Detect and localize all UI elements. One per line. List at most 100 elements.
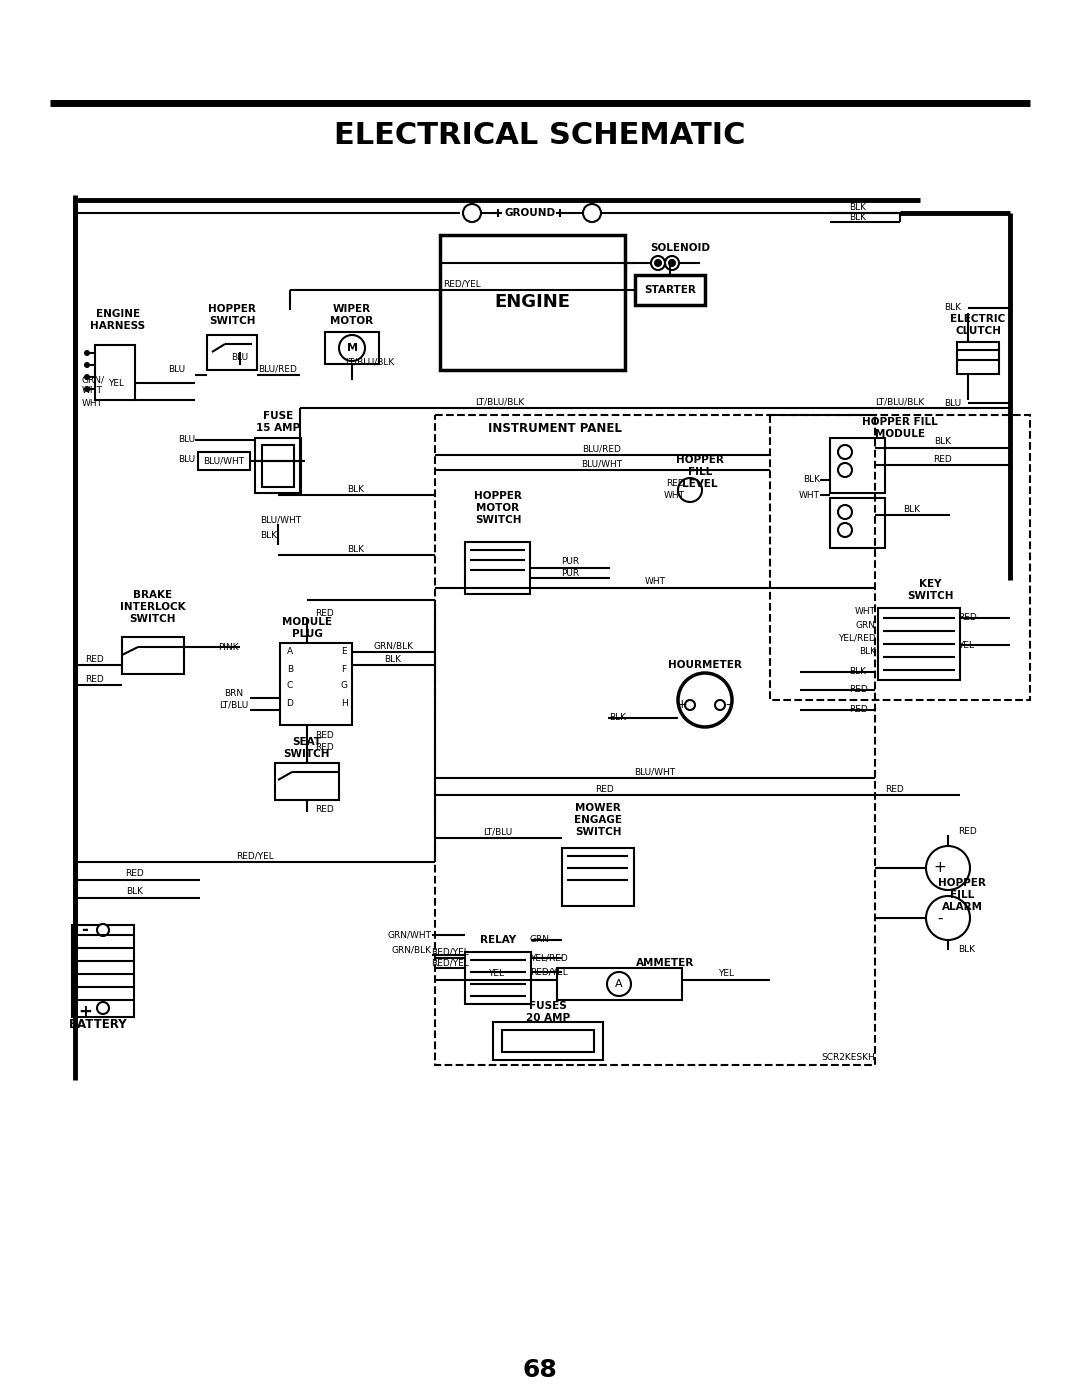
Text: -: - xyxy=(726,698,730,711)
Bar xyxy=(440,235,625,370)
Text: RED: RED xyxy=(885,785,904,793)
Text: YEL/RED: YEL/RED xyxy=(530,954,568,963)
Bar xyxy=(325,332,379,365)
Text: LT/BLU/BLK: LT/BLU/BLK xyxy=(876,398,924,407)
Text: RELAY: RELAY xyxy=(480,935,516,944)
Circle shape xyxy=(678,478,702,502)
Circle shape xyxy=(838,522,852,536)
Circle shape xyxy=(654,260,661,265)
Bar xyxy=(770,415,1030,700)
Bar xyxy=(562,848,634,907)
Text: BLK: BLK xyxy=(859,647,876,655)
Circle shape xyxy=(97,1002,109,1014)
Text: RED: RED xyxy=(125,869,145,879)
Circle shape xyxy=(84,362,90,367)
Text: MODULE
PLUG: MODULE PLUG xyxy=(282,617,332,638)
Text: B: B xyxy=(287,665,293,673)
Text: E: E xyxy=(341,647,347,657)
Text: FUSE
15 AMP: FUSE 15 AMP xyxy=(256,411,300,433)
Text: BLU: BLU xyxy=(167,366,185,374)
Text: YEL: YEL xyxy=(108,379,124,387)
Text: RED/YEL: RED/YEL xyxy=(443,279,481,289)
Text: BLU/WHT: BLU/WHT xyxy=(581,460,622,468)
Text: BLU/RED: BLU/RED xyxy=(258,365,297,373)
Text: HOPPER FILL
MODULE: HOPPER FILL MODULE xyxy=(862,418,937,439)
Text: BLK: BLK xyxy=(609,714,626,722)
Text: BLU/WHT: BLU/WHT xyxy=(260,515,301,524)
Text: G: G xyxy=(340,682,348,690)
Circle shape xyxy=(715,700,725,710)
Text: HOPPER
SWITCH: HOPPER SWITCH xyxy=(208,305,256,326)
Text: HOPPER
MOTOR
SWITCH: HOPPER MOTOR SWITCH xyxy=(474,492,522,525)
Text: ELECTRICAL SCHEMATIC: ELECTRICAL SCHEMATIC xyxy=(334,120,746,149)
Text: YEL: YEL xyxy=(958,640,974,650)
Text: RED/YEL: RED/YEL xyxy=(530,968,568,977)
Bar xyxy=(465,542,530,594)
Text: BLU: BLU xyxy=(944,398,961,408)
Text: BLU: BLU xyxy=(178,436,195,444)
Text: BLK: BLK xyxy=(850,204,866,212)
Text: RED: RED xyxy=(849,686,867,694)
Bar xyxy=(465,951,531,1004)
Text: ELECTRIC
CLUTCH: ELECTRIC CLUTCH xyxy=(950,314,1005,335)
Bar xyxy=(255,439,301,493)
Text: ENGINE
HARNESS: ENGINE HARNESS xyxy=(91,309,146,331)
Text: -: - xyxy=(82,921,89,939)
Text: SEAT
SWITCH: SEAT SWITCH xyxy=(284,738,330,759)
Circle shape xyxy=(463,204,481,222)
Text: KEY
SWITCH: KEY SWITCH xyxy=(907,580,954,601)
Text: RED/YEL: RED/YEL xyxy=(237,852,274,861)
Text: RED: RED xyxy=(85,655,105,664)
Circle shape xyxy=(84,351,90,356)
Text: RED: RED xyxy=(315,731,334,739)
Text: LT/BLU: LT/BLU xyxy=(484,827,513,837)
Bar xyxy=(95,345,135,400)
Text: BLU/WHT: BLU/WHT xyxy=(634,767,676,777)
Text: YEL: YEL xyxy=(718,970,734,978)
Text: RED: RED xyxy=(958,827,976,837)
Text: HOURMETER: HOURMETER xyxy=(669,659,742,671)
Circle shape xyxy=(607,972,631,996)
Text: GRN/BLK: GRN/BLK xyxy=(373,641,413,651)
Text: BRN: BRN xyxy=(225,689,244,697)
Text: GROUND: GROUND xyxy=(504,208,555,218)
Text: GRN/WHT: GRN/WHT xyxy=(388,930,432,940)
Bar xyxy=(280,643,352,725)
Text: D: D xyxy=(286,698,294,707)
Bar xyxy=(122,637,184,673)
Text: RED: RED xyxy=(85,675,105,683)
Text: MOWER
ENGAGE
SWITCH: MOWER ENGAGE SWITCH xyxy=(573,803,622,837)
Text: A: A xyxy=(287,647,293,657)
Text: GRN: GRN xyxy=(856,620,876,630)
Text: RED/YEL: RED/YEL xyxy=(431,947,469,957)
Circle shape xyxy=(665,256,679,270)
Text: PUR: PUR xyxy=(561,569,579,577)
Text: A: A xyxy=(616,979,623,989)
Bar xyxy=(492,1023,603,1060)
Text: M: M xyxy=(347,344,357,353)
Text: RED: RED xyxy=(596,785,615,793)
Bar xyxy=(207,335,257,370)
Circle shape xyxy=(838,462,852,476)
Text: WIPER
MOTOR: WIPER MOTOR xyxy=(330,305,374,326)
Text: GRN/BLK: GRN/BLK xyxy=(392,946,432,954)
Text: BLK: BLK xyxy=(126,887,144,897)
Circle shape xyxy=(583,204,600,222)
Text: 68: 68 xyxy=(523,1358,557,1382)
Text: BLU/RED: BLU/RED xyxy=(582,444,621,454)
Text: BLK: BLK xyxy=(945,303,961,313)
Circle shape xyxy=(84,386,90,393)
Text: HOPPER
FILL
LEVEL: HOPPER FILL LEVEL xyxy=(676,455,724,489)
Text: GRN: GRN xyxy=(530,936,550,944)
Text: BLK: BLK xyxy=(260,531,276,539)
Text: AMMETER: AMMETER xyxy=(636,958,694,968)
Circle shape xyxy=(339,335,365,360)
Text: F: F xyxy=(341,665,347,673)
Text: BLK: BLK xyxy=(904,504,920,514)
Bar xyxy=(262,446,294,488)
Text: FUSES
20 AMP: FUSES 20 AMP xyxy=(526,1002,570,1023)
Bar xyxy=(275,763,339,800)
Text: HOPPER
FILL
ALARM: HOPPER FILL ALARM xyxy=(939,879,986,912)
Text: BLU: BLU xyxy=(231,353,248,362)
Circle shape xyxy=(685,700,696,710)
